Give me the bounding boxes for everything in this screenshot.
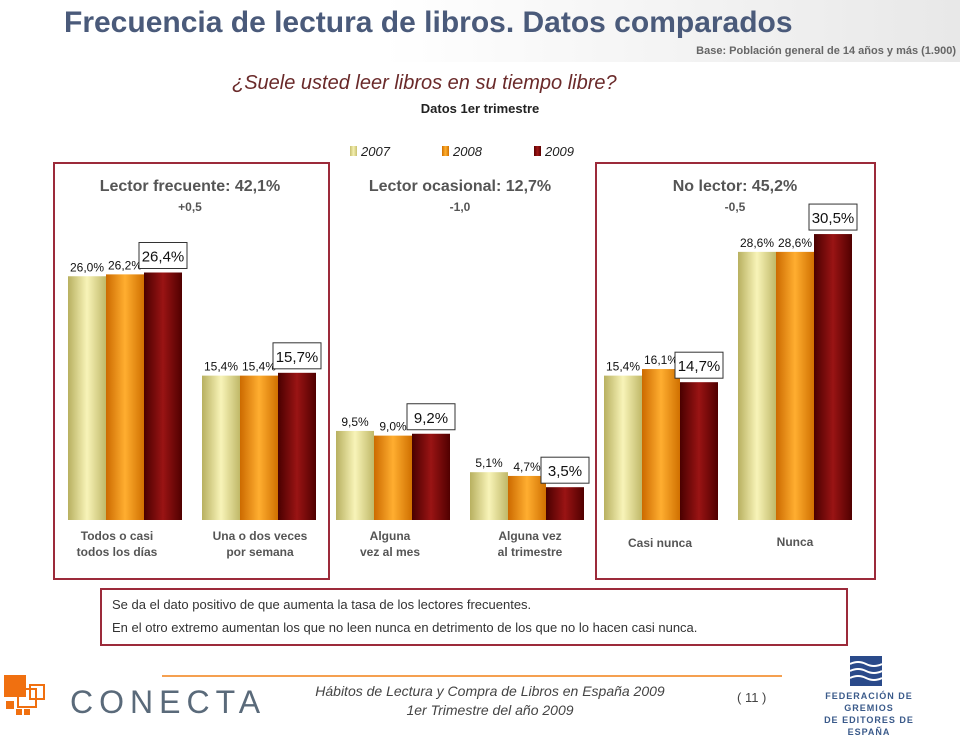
bar-2009-cat3 [546, 487, 584, 520]
value-label-2008-cat4: 16,1% [644, 353, 678, 367]
bar-2009-cat0 [144, 272, 182, 520]
page-number: ( 11 ) [737, 690, 767, 705]
value-label-2009-cat5: 30,5% [812, 210, 855, 227]
bar-2008-cat3 [508, 475, 546, 520]
value-label-2007-cat5: 28,6% [740, 236, 774, 250]
legend-label-2007: 2007 [361, 143, 390, 159]
footer-subtitle: 1er Trimestre del año 2009 [406, 702, 574, 718]
value-label-2007-cat0: 26,0% [70, 260, 104, 274]
legend-swatch-2009 [534, 146, 541, 156]
bar-2008-cat2 [374, 435, 412, 520]
conecta-logo-icon [4, 675, 45, 715]
value-label-2007-cat2: 9,5% [341, 415, 369, 429]
base-note: Base: Población general de 14 años y más… [696, 45, 956, 57]
value-label-2008-cat2: 9,0% [379, 420, 407, 434]
value-label-2009-cat0: 26,4% [142, 249, 185, 266]
frequent-reader-box [53, 162, 330, 580]
value-label-2008-cat5: 28,6% [778, 236, 812, 250]
value-label-2009-cat3: 3,5% [548, 463, 582, 480]
note-line-2: En el otro extremo aumentan los que no l… [112, 620, 698, 635]
bar-2009-cat5 [814, 234, 852, 520]
category-label-0: Todos o casi todos los días [62, 528, 172, 560]
footer-divider [162, 675, 782, 677]
category-label-0-line2: todos los días [76, 545, 158, 559]
value-label-2007-cat3: 5,1% [475, 456, 503, 470]
bar-2008-cat1 [240, 375, 278, 520]
footer-title: Hábitos de Lectura y Compra de Libros en… [315, 683, 665, 699]
federacion-logo-text: FEDERACIÓN DE GREMIOS DE EDITORES DE ESP… [804, 690, 934, 738]
value-label-2008-cat0: 26,2% [108, 258, 142, 272]
value-label-2007-cat1: 15,4% [204, 360, 238, 374]
survey-question: ¿Suele usted leer libros en su tiempo li… [232, 72, 617, 94]
legend-item-2009: 2009 [534, 143, 626, 159]
legend-item-2007: 2007 [350, 143, 442, 159]
value-label-2009-cat1: 15,7% [276, 349, 319, 366]
notes-box: Se da el dato positivo de que aumenta la… [100, 588, 848, 646]
bar-2009-cat4 [680, 382, 718, 520]
group-title-occasional: Lector ocasional: 12,7% [368, 178, 552, 195]
bar-2008-cat4 [642, 369, 680, 520]
value-label-2007-cat4: 15,4% [606, 360, 640, 374]
group-title-nonreader: No lector: 45,2% [672, 178, 798, 195]
value-box-2009-cat2 [406, 403, 456, 431]
value-label-2009-cat2: 9,2% [414, 410, 448, 427]
category-label-3-line1: Alguna vez [498, 529, 562, 543]
bar-2007-cat3 [470, 472, 508, 520]
category-label-5: Nunca [740, 534, 850, 550]
bar-2008-cat0 [106, 274, 144, 520]
bar-2009-cat1 [278, 372, 316, 520]
header-band [0, 0, 960, 62]
non-reader-box [595, 162, 876, 580]
value-label-2008-cat3: 4,7% [513, 460, 541, 474]
bar-chart: 26,0% 15,4% 9,5% 5,1% 15,4% 28,6% 26,2% 15,4% 9,… [68, 203, 858, 520]
group-title-frequent: Lector frecuente: 42,1% [99, 178, 281, 195]
conecta-logo-text: CONECTA [70, 684, 267, 720]
federacion-line-1: FEDERACIÓN DE GREMIOS [825, 691, 913, 713]
group-change-frequent: +0,5 [178, 200, 202, 214]
value-label-2008-cat1: 15,4% [242, 360, 276, 374]
legend-label-2008: 2008 [453, 143, 482, 159]
value-box-2009-cat1 [272, 342, 322, 370]
value-box-2009-cat5 [808, 203, 858, 231]
value-box-2009-cat0 [138, 242, 188, 269]
bar-2008-cat5 [776, 251, 814, 520]
category-label-2: Alguna vez al mes [335, 528, 445, 560]
federacion-line-2: DE EDITORES DE ESPAÑA [824, 715, 914, 737]
value-label-2009-cat4: 14,7% [678, 358, 721, 375]
legend-swatch-2008 [442, 146, 449, 156]
bar-2009-cat2 [412, 433, 450, 520]
category-label-5-line1: Nunca [776, 535, 814, 549]
note-line-1: Se da el dato positivo de que aumenta la… [112, 597, 532, 612]
page-title: Frecuencia de lectura de libros. Datos c… [64, 6, 793, 39]
category-label-2-line1: Alguna [369, 529, 411, 543]
federacion-logo-icon [850, 656, 882, 686]
group-change-occasional: -1,0 [449, 200, 471, 214]
category-label-1-line2: por semana [226, 545, 294, 559]
category-label-4-line1: Casi nunca [627, 536, 693, 550]
category-label-3: Alguna vez al trimestre [470, 528, 590, 560]
bar-2007-cat0 [68, 276, 106, 520]
bar-2007-cat5 [738, 251, 776, 520]
legend-swatch-2007 [350, 146, 357, 156]
bar-2007-cat4 [604, 375, 642, 520]
category-label-1: Una o dos veces por semana [200, 528, 320, 560]
category-label-4: Casi nunca [605, 535, 715, 551]
category-label-3-line2: al trimestre [497, 545, 563, 559]
value-box-2009-cat3 [540, 456, 590, 484]
chart-subtitle: Datos 1er trimestre [420, 101, 540, 116]
category-label-2-line2: vez al mes [359, 545, 421, 559]
bar-2007-cat1 [202, 375, 240, 520]
category-label-1-line1: Una o dos veces [212, 529, 308, 543]
legend-label-2009: 2009 [545, 143, 574, 159]
bar-2007-cat2 [336, 430, 374, 520]
category-label-0-line1: Todos o casi [80, 529, 154, 543]
group-change-nonreader: -0,5 [724, 200, 746, 214]
legend-item-2008: 2008 [442, 143, 534, 159]
chart-legend: 2007 2008 2009 [350, 143, 626, 159]
value-box-2009-cat4 [674, 351, 724, 379]
